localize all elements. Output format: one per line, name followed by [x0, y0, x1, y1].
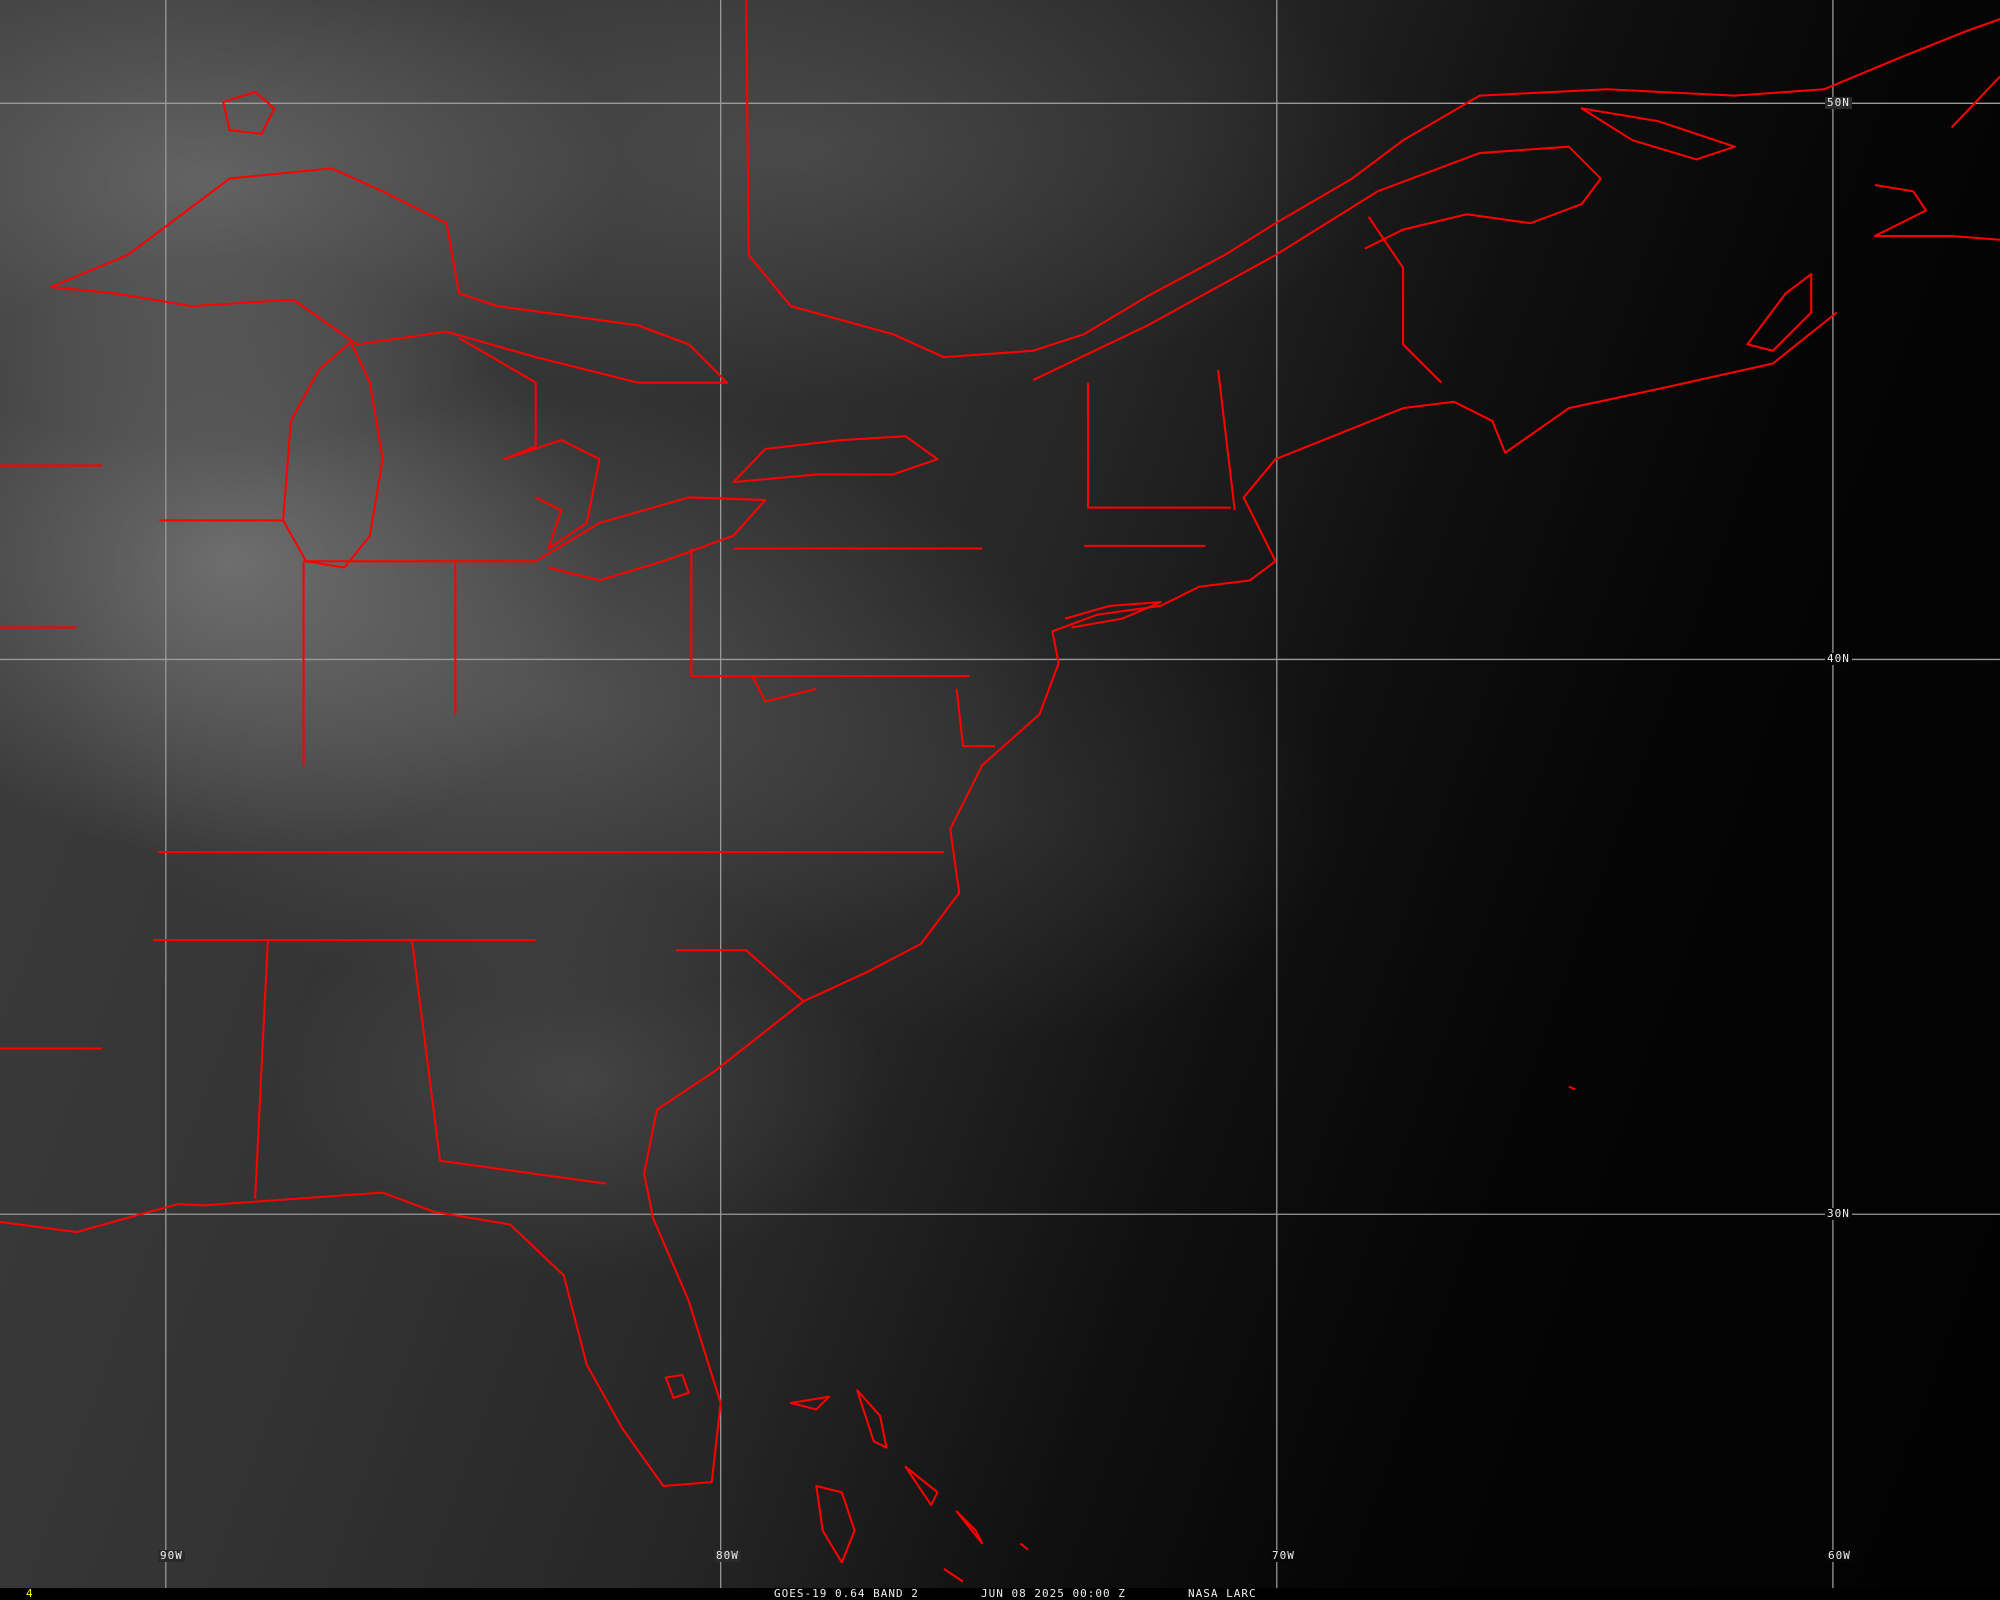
st-lawrence-south-shore — [1032, 145, 1602, 382]
state-lines — [0, 216, 1443, 1200]
satellite-band-label: GOES-19 0.64 BAND 2 — [774, 1587, 919, 1600]
bahamas — [789, 1085, 1576, 1583]
lake-okeechobee — [664, 1373, 690, 1399]
lat-label-50n: 50N — [1825, 96, 1852, 109]
east-coast — [0, 311, 1838, 1487]
lake-nipigon — [222, 90, 276, 135]
lat-label-30n: 30N — [1825, 1207, 1852, 1220]
credit-label: NASA LARC — [1188, 1587, 1257, 1600]
lon-label-80w: 80W — [714, 1549, 741, 1562]
lat-label-40n: 40N — [1825, 652, 1852, 665]
caption-bar: 4 GOES-19 0.64 BAND 2 JUN 08 2025 00:00 … — [0, 1588, 2000, 1600]
frame-number: 4 — [26, 1587, 34, 1600]
gulf-of-st-lawrence-islands — [1580, 75, 2000, 352]
lon-label-90w: 90W — [158, 1549, 185, 1562]
lake-ontario — [732, 435, 939, 484]
lake-erie — [535, 496, 767, 582]
lake-michigan — [282, 340, 384, 569]
us-canada-border — [745, 0, 2000, 359]
lake-superior — [49, 167, 729, 384]
lon-label-60w: 60W — [1826, 1549, 1853, 1562]
long-island — [1064, 601, 1162, 629]
lon-label-70w: 70W — [1270, 1549, 1297, 1562]
lake-huron — [458, 337, 601, 550]
datetime-label: JUN 08 2025 00:00 Z — [981, 1587, 1126, 1600]
